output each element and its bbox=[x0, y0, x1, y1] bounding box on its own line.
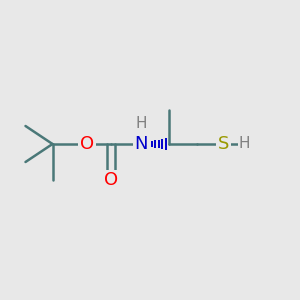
Text: N: N bbox=[134, 135, 148, 153]
Text: O: O bbox=[104, 171, 118, 189]
Text: S: S bbox=[218, 135, 229, 153]
Text: O: O bbox=[80, 135, 94, 153]
Text: H: H bbox=[239, 136, 250, 152]
Text: H: H bbox=[135, 116, 147, 131]
